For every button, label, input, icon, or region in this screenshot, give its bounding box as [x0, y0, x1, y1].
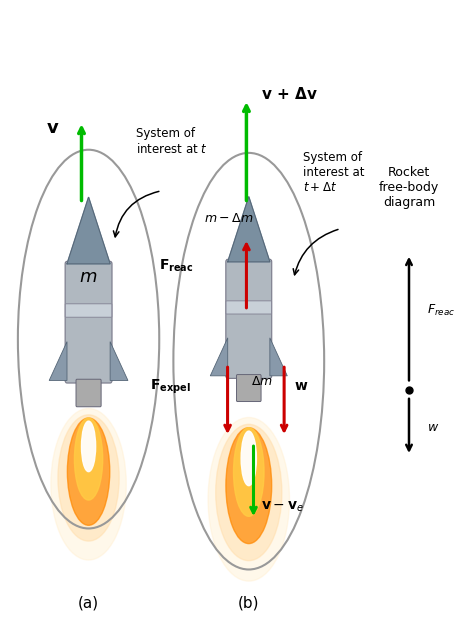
Text: $F_{reac}$: $F_{reac}$: [427, 303, 455, 318]
Text: Rocket
free-body
diagram: Rocket free-body diagram: [379, 166, 439, 209]
Text: $\mathbf{w}$: $\mathbf{w}$: [293, 378, 308, 392]
Text: $\mathbf{v}$: $\mathbf{v}$: [46, 119, 60, 137]
Text: $m$: $m$: [80, 268, 98, 287]
FancyBboxPatch shape: [226, 259, 272, 378]
Text: $\mathbf{F}_{\mathbf{expel}}$: $\mathbf{F}_{\mathbf{expel}}$: [150, 378, 191, 396]
Ellipse shape: [216, 424, 282, 560]
Ellipse shape: [58, 415, 119, 541]
FancyBboxPatch shape: [226, 301, 272, 314]
Ellipse shape: [241, 431, 256, 486]
Ellipse shape: [82, 421, 96, 472]
Polygon shape: [228, 197, 270, 262]
Text: System of
interest at
$t + \Delta t$: System of interest at $t + \Delta t$: [303, 151, 365, 194]
FancyBboxPatch shape: [65, 304, 112, 317]
Polygon shape: [67, 197, 110, 264]
Ellipse shape: [234, 428, 264, 516]
FancyBboxPatch shape: [76, 379, 101, 407]
Ellipse shape: [67, 418, 110, 526]
Text: $w$: $w$: [427, 420, 439, 434]
Polygon shape: [49, 342, 67, 380]
Ellipse shape: [74, 418, 103, 500]
Ellipse shape: [226, 428, 272, 543]
Text: $\Delta m$: $\Delta m$: [251, 375, 273, 388]
Text: (b): (b): [238, 595, 260, 611]
Ellipse shape: [51, 408, 126, 560]
Text: $\mathbf{v} - \mathbf{v}_e$: $\mathbf{v} - \mathbf{v}_e$: [261, 500, 303, 514]
Text: $\mathbf{F}_{\mathbf{reac}}$: $\mathbf{F}_{\mathbf{reac}}$: [159, 257, 194, 274]
Text: $\mathbf{v}$ + $\mathbf{\Delta v}$: $\mathbf{v}$ + $\mathbf{\Delta v}$: [261, 86, 318, 102]
Text: System of
interest at $t$: System of interest at $t$: [136, 127, 207, 156]
FancyBboxPatch shape: [237, 375, 261, 401]
Polygon shape: [110, 342, 128, 380]
Polygon shape: [270, 338, 287, 376]
Ellipse shape: [208, 418, 290, 581]
Text: $m - \Delta m$: $m - \Delta m$: [204, 212, 254, 225]
Polygon shape: [210, 338, 228, 376]
Text: (a): (a): [78, 595, 99, 611]
FancyBboxPatch shape: [65, 261, 112, 383]
